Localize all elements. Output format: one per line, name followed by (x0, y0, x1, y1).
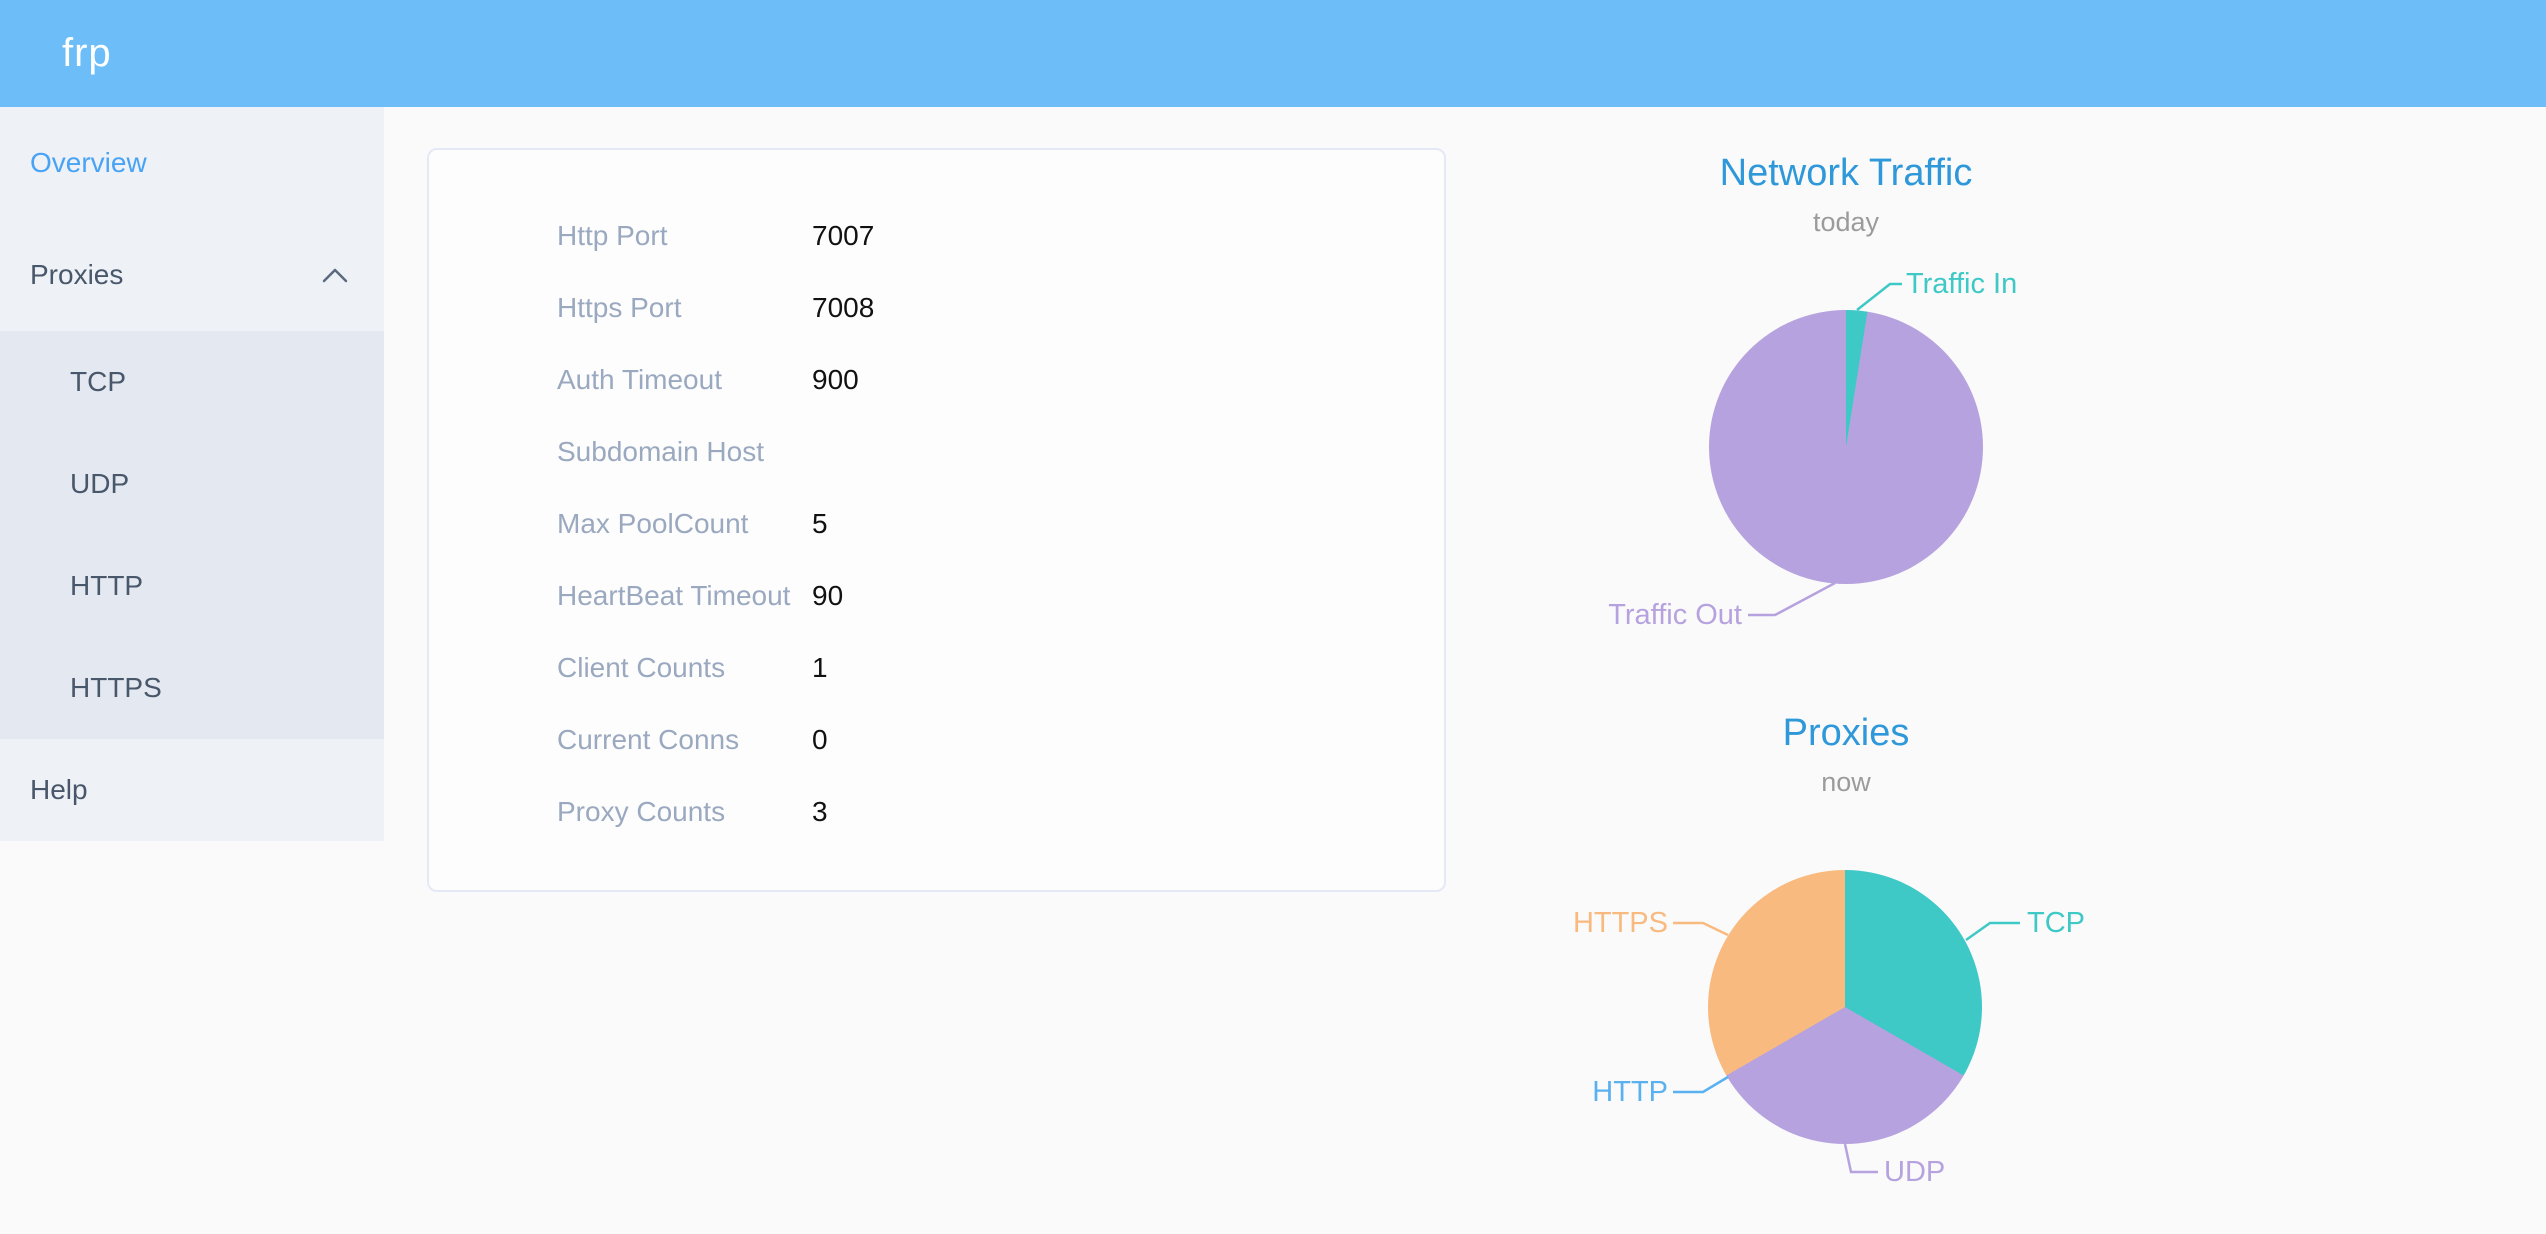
server-info-card: Http Port 7007 Https Port 7008 Auth Time… (427, 148, 1446, 892)
sidebar-item-udp[interactable]: UDP (0, 433, 384, 535)
info-label: Auth Timeout (557, 364, 722, 395)
info-row: HeartBeat Timeout 90 (429, 560, 1444, 632)
sidebar-item-label: TCP (70, 366, 126, 397)
proxies-pie[interactable] (1708, 870, 1982, 1144)
sidebar-item-proxies[interactable]: Proxies (0, 219, 384, 331)
info-row: Client Counts 1 (429, 632, 1444, 704)
sidebar: Overview Proxies TCP UDP HTTP HTTPS Help (0, 107, 384, 841)
info-label: Current Conns (557, 724, 740, 755)
proxies-chart: Proxies now TCP UDP HTTP HTTPS (1446, 690, 2246, 1234)
traffic-out-leader-line (1748, 581, 1836, 617)
app-header: frp (0, 0, 2546, 107)
sidebar-item-label: Help (30, 774, 88, 805)
sidebar-submenu: TCP UDP HTTP HTTPS (0, 331, 384, 739)
info-value: 7007 (812, 220, 875, 251)
info-value: 0 (812, 724, 828, 755)
app-logo: frp (62, 31, 112, 75)
network-traffic-chart: Network Traffic today Traffic In Traffic… (1446, 130, 2246, 670)
info-row: Subdomain Host (429, 416, 1444, 488)
info-label: Http Port (557, 220, 668, 251)
sidebar-item-label: UDP (70, 468, 130, 499)
sidebar-item-tcp[interactable]: TCP (0, 331, 384, 433)
info-row: Http Port 7007 (429, 200, 1444, 272)
chart-subtitle: today (1812, 207, 1880, 237)
sidebar-item-http[interactable]: HTTP (0, 535, 384, 637)
sidebar-item-help[interactable]: Help (0, 739, 384, 841)
http-leader-line (1673, 1075, 1729, 1094)
info-label: Max PoolCount (557, 508, 749, 539)
chart-subtitle: now (1821, 767, 1871, 797)
traffic-in-leader-line (1856, 282, 1902, 311)
udp-leader-line (1843, 1143, 1878, 1174)
sidebar-item-label: Proxies (30, 259, 124, 290)
info-label: Https Port (557, 292, 682, 323)
chart-title: Network Traffic (1719, 152, 1973, 194)
sidebar-item-overview[interactable]: Overview (0, 107, 384, 219)
sidebar-item-https[interactable]: HTTPS (0, 637, 384, 739)
info-value: 90 (812, 580, 844, 611)
https-slice-label: HTTPS (1572, 907, 1668, 939)
network-traffic-pie[interactable] (1709, 310, 1983, 584)
info-label: Client Counts (557, 652, 726, 683)
tcp-slice-label: TCP (2027, 907, 2085, 939)
tcp-leader-line (1965, 921, 2020, 942)
info-row: Current Conns 0 (429, 704, 1444, 776)
info-row: Proxy Counts 3 (429, 776, 1444, 848)
info-row: Max PoolCount 5 (429, 488, 1444, 560)
traffic-out-label: Traffic Out (1608, 599, 1742, 631)
info-row: Https Port 7008 (429, 272, 1444, 344)
sidebar-item-label: HTTPS (70, 672, 162, 703)
info-value: 7008 (812, 292, 875, 323)
http-slice-label: HTTP (1592, 1076, 1668, 1108)
https-leader-line (1673, 921, 1729, 937)
info-label: HeartBeat Timeout (557, 580, 791, 611)
sidebar-item-label: HTTP (70, 570, 144, 601)
info-value: 3 (812, 796, 828, 827)
info-label: Subdomain Host (557, 436, 765, 467)
udp-slice-label: UDP (1884, 1156, 1946, 1188)
sidebar-item-label: Overview (30, 147, 147, 178)
chart-title: Proxies (1782, 712, 1910, 754)
info-value: 900 (812, 364, 859, 395)
info-label: Proxy Counts (557, 796, 726, 827)
info-value: 5 (812, 508, 828, 539)
info-row: Auth Timeout 900 (429, 344, 1444, 416)
traffic-in-label: Traffic In (1906, 268, 2018, 300)
chevron-up-icon (322, 268, 348, 283)
info-value: 1 (812, 652, 828, 683)
